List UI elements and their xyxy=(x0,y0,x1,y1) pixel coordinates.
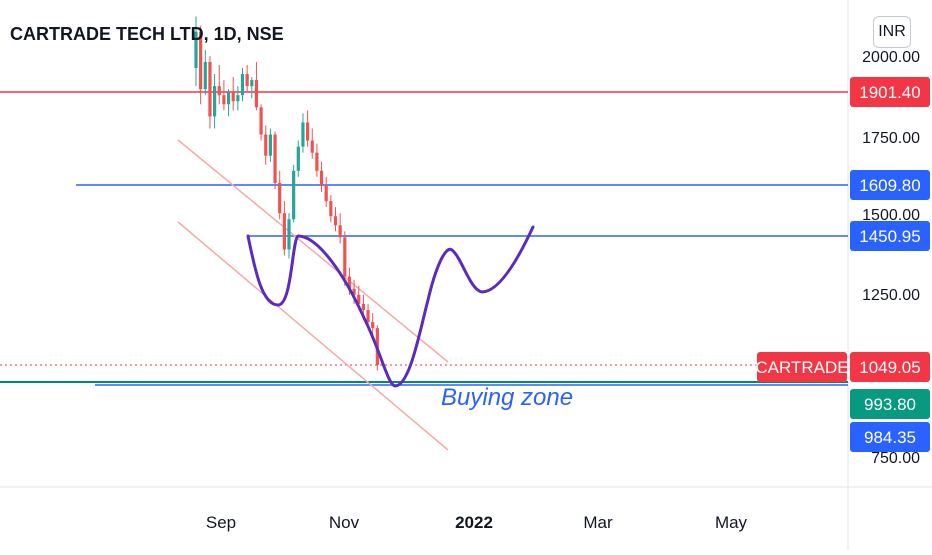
candle-body xyxy=(240,74,245,96)
y-tick-label: 750.00 xyxy=(871,450,920,467)
candle-body xyxy=(273,134,277,183)
price-label-text: 1450.95 xyxy=(859,227,920,246)
candle-body xyxy=(310,140,314,153)
price-label-text: 1049.05 xyxy=(859,358,920,377)
candle-body xyxy=(315,152,319,171)
candle-body xyxy=(278,182,282,214)
projection-drawing xyxy=(246,225,535,388)
candle-body xyxy=(343,237,347,277)
candle-body xyxy=(259,107,263,135)
price-label-text: 993.80 xyxy=(864,395,916,414)
candle-body xyxy=(352,288,356,295)
price-label-badge xyxy=(850,170,930,200)
price-label-badge xyxy=(850,221,930,251)
x-tick-label: Nov xyxy=(329,513,360,532)
candle-body xyxy=(282,213,286,250)
candle-body xyxy=(203,61,207,90)
y-tick-label: 2000.00 xyxy=(862,49,920,66)
candle-body xyxy=(296,146,300,171)
candle-body xyxy=(226,92,231,105)
candle-body xyxy=(222,95,226,105)
candle-body xyxy=(306,122,310,141)
candle-body xyxy=(287,219,291,250)
chart-title: CARTRADE TECH LTD, 1D, NSE xyxy=(10,24,284,44)
candle-body xyxy=(361,303,365,310)
candle-body xyxy=(338,225,342,238)
candle-body xyxy=(199,31,203,90)
price-label-text: 1609.80 xyxy=(859,176,920,195)
buying-zone-annotation: Buying zone xyxy=(441,384,573,411)
candle-body xyxy=(236,95,240,102)
currency-button[interactable]: INR xyxy=(873,16,911,48)
candle-body xyxy=(329,201,333,217)
symbol-label-badge xyxy=(757,352,847,382)
channel-lower-line xyxy=(177,221,449,451)
candle-body xyxy=(245,74,249,87)
candle-body xyxy=(268,134,272,156)
candle-body xyxy=(347,276,352,289)
candle-body xyxy=(194,31,198,68)
y-tick-label: 1250.00 xyxy=(862,287,920,304)
price-label-badge xyxy=(850,352,930,382)
price-label-text: 984.35 xyxy=(864,428,916,447)
candle-body xyxy=(264,134,268,156)
candle-body xyxy=(324,185,328,202)
price-label-badge xyxy=(850,389,930,419)
candle-body xyxy=(371,322,375,329)
price-label-text: 1901.40 xyxy=(859,83,920,102)
candle-body xyxy=(231,92,235,102)
x-tick-label: May xyxy=(715,513,748,532)
candle-body xyxy=(250,80,254,87)
candle-body xyxy=(357,294,361,304)
candle-body xyxy=(208,61,212,117)
candle-body xyxy=(217,86,221,96)
candle-body xyxy=(366,309,370,323)
price-label-badge xyxy=(850,422,930,452)
candle-body xyxy=(301,122,305,147)
channel-upper-line xyxy=(177,139,449,363)
candle-body xyxy=(319,170,324,186)
x-tick-label: 2022 xyxy=(455,513,493,532)
y-tick-label: 1750.00 xyxy=(862,130,920,147)
x-tick-label: Sep xyxy=(206,513,236,532)
candle-body xyxy=(213,86,217,117)
x-tick-label: Mar xyxy=(583,513,613,532)
price-label-badge xyxy=(850,77,930,107)
candle-body xyxy=(292,170,296,220)
y-tick-label: 1500.00 xyxy=(862,207,920,224)
symbol-label-text: CARTRADE xyxy=(755,358,848,377)
candle-body xyxy=(254,80,259,108)
candle-body xyxy=(333,216,338,226)
